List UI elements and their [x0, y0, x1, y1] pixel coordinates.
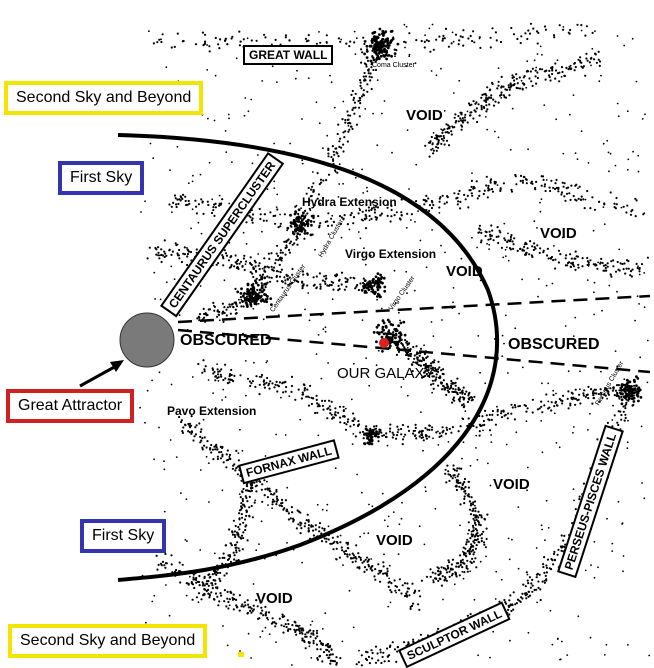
- our-galaxy-marker: [379, 338, 389, 348]
- great-attractor-circle: [119, 312, 175, 368]
- first-sky-boundary-arc: [117, 133, 500, 582]
- yellow-mark: [238, 652, 244, 657]
- void-label-2: VOID: [540, 225, 577, 242]
- our-galaxy-label: OUR GALAXY: [337, 365, 435, 382]
- arrowhead-icon: [110, 360, 124, 372]
- great-wall-label: GREAT WALL: [243, 45, 334, 65]
- obscured-label-right: OBSCURED: [508, 336, 600, 353]
- virgo-extension-label: Virgo Extension: [345, 247, 437, 261]
- void-label-4: VOID: [493, 476, 530, 493]
- second-sky-label-top: Second Sky and Beyond: [4, 81, 204, 115]
- obscured-line-lower: [177, 328, 651, 374]
- second-sky-label-bottom: Second Sky and Beyond: [8, 624, 208, 658]
- pavo-extension-label: Pavo Extension: [167, 404, 257, 418]
- obscured-label-left: OBSCURED: [180, 332, 272, 349]
- great-attractor-arrow: [79, 363, 119, 388]
- great-attractor-label: Great Attractor: [6, 389, 135, 423]
- void-label-1: VOID: [406, 107, 443, 124]
- void-label-5: VOID: [376, 532, 413, 549]
- first-sky-label-bottom: First Sky: [80, 519, 167, 553]
- void-label-6: VOID: [256, 590, 293, 607]
- coma-cluster-label: Coma Cluster: [372, 62, 415, 69]
- first-sky-label-top: First Sky: [58, 161, 145, 195]
- hydra-extension-label: Hydra Extension: [302, 195, 397, 209]
- void-label-3: VOID: [446, 263, 483, 280]
- obscured-line-upper: [177, 294, 651, 324]
